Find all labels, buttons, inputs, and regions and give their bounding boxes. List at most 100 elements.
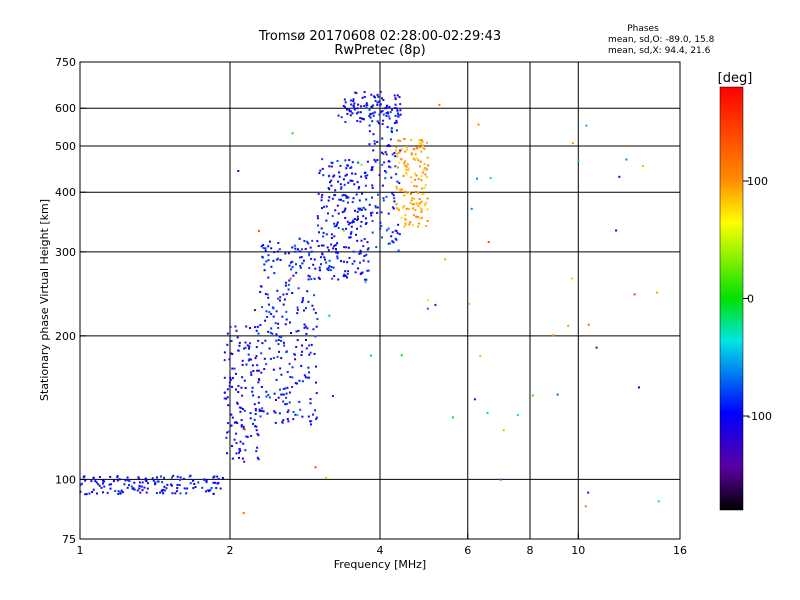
data-point (144, 477, 147, 480)
data-point (285, 392, 288, 395)
x-axis-label: Frequency [MHz] (334, 558, 426, 571)
data-point (487, 241, 490, 243)
data-point (308, 275, 311, 278)
data-point (400, 216, 403, 219)
data-point (288, 401, 291, 404)
data-point (170, 483, 172, 486)
data-point (282, 303, 285, 306)
data-point (281, 315, 284, 318)
data-point (266, 412, 269, 415)
data-point (390, 127, 393, 130)
data-point (237, 385, 240, 387)
data-point (357, 187, 360, 190)
data-point (257, 434, 260, 437)
data-point (240, 419, 243, 422)
data-point (372, 133, 375, 136)
data-point (387, 212, 390, 215)
data-point (353, 102, 356, 105)
data-point (260, 371, 263, 374)
data-point (366, 241, 369, 244)
data-point (227, 422, 229, 425)
data-point (282, 400, 285, 403)
data-point (174, 492, 177, 495)
data-point (273, 392, 276, 395)
data-point (258, 229, 260, 232)
data-point (407, 207, 410, 210)
data-point (254, 413, 257, 415)
y-tick-label: 600 (55, 102, 76, 115)
data-point (359, 111, 362, 114)
data-point (296, 312, 299, 315)
data-point (223, 376, 226, 379)
data-point (372, 114, 375, 117)
data-point (274, 411, 277, 414)
data-point (235, 432, 237, 435)
data-point (321, 193, 324, 196)
data-point (365, 102, 368, 105)
data-point (420, 175, 423, 178)
data-point (269, 357, 272, 360)
data-point (233, 421, 236, 424)
data-point (197, 481, 200, 484)
data-point (300, 364, 303, 367)
data-point (392, 241, 395, 244)
data-point (473, 398, 476, 401)
data-point (322, 244, 325, 247)
data-point (349, 236, 351, 239)
data-point (110, 483, 112, 486)
data-point (325, 205, 328, 208)
data-point (370, 212, 372, 215)
data-point (237, 391, 240, 393)
data-point (391, 231, 394, 234)
data-point (366, 104, 369, 107)
data-point (337, 180, 340, 183)
data-point (351, 179, 354, 182)
data-point (264, 319, 267, 322)
data-point (327, 199, 330, 202)
data-point (398, 182, 401, 185)
data-point (571, 277, 573, 280)
data-point (363, 104, 366, 107)
data-point (266, 316, 269, 318)
data-point (289, 277, 292, 280)
data-point (243, 409, 246, 412)
data-point (290, 268, 293, 271)
data-point (444, 258, 447, 261)
data-point (245, 325, 248, 328)
data-point (228, 430, 231, 433)
data-point (343, 98, 346, 101)
data-point (314, 466, 317, 469)
data-point (376, 141, 379, 143)
data-point (384, 151, 387, 154)
data-point (412, 148, 415, 150)
data-point (410, 154, 413, 156)
data-point (301, 344, 303, 347)
data-point (159, 491, 162, 494)
data-point (80, 482, 83, 485)
data-point (417, 159, 420, 162)
data-point (382, 152, 385, 155)
data-point (249, 412, 252, 415)
data-point (618, 175, 621, 178)
data-point (334, 194, 337, 197)
data-point (346, 276, 348, 279)
data-point (254, 425, 257, 428)
data-point (152, 479, 155, 482)
data-point (244, 387, 247, 389)
data-point (325, 219, 328, 222)
data-point (414, 178, 417, 181)
data-point (285, 351, 288, 353)
data-point (351, 221, 354, 224)
data-point (410, 181, 413, 184)
data-point (302, 259, 305, 262)
data-point (391, 240, 394, 243)
data-point (241, 457, 244, 460)
data-point (418, 198, 421, 200)
data-point (425, 168, 428, 171)
data-point (292, 274, 295, 277)
data-point (307, 278, 310, 281)
data-point (389, 166, 392, 169)
data-point (313, 352, 316, 355)
data-point (285, 402, 288, 405)
data-point (360, 105, 363, 108)
